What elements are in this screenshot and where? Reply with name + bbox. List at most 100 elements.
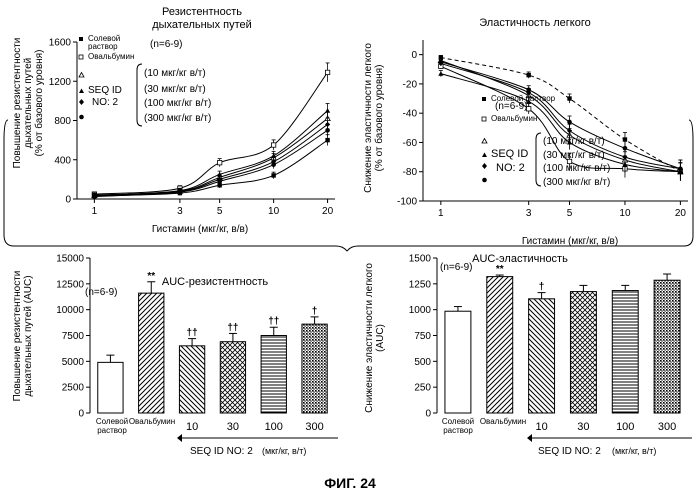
legend-marker-saline: [79, 37, 83, 41]
chart-d-bar-1: [487, 277, 513, 413]
legend-a-d30: (30 мкг/кг в/т): [144, 84, 206, 95]
chart-a-point-5: [178, 190, 183, 195]
chart-d-category-label: 100: [616, 421, 634, 433]
chart-c-category-label: 300: [305, 421, 323, 433]
legend-a-seq1: SEQ ID: [88, 85, 122, 96]
panel-resistance: Резистентность дыхательных путей Повышен…: [12, 6, 335, 235]
chart-d-bar-2: [529, 299, 555, 413]
legend-marker-30: [79, 89, 84, 94]
chart-b-y-tick-label: -60: [403, 138, 418, 149]
chart-b-ylabel-1: Снижение эластичности легкого: [363, 43, 374, 193]
chart-b-x-tick-label: 3: [526, 208, 532, 219]
legend-b-marker-ova: [482, 117, 486, 121]
chart-c-y-tick-label: 7500: [62, 331, 85, 342]
chart-b-point-0: [526, 73, 530, 77]
legend-marker-10: [79, 73, 84, 78]
chart-b-x-tick-label: 10: [619, 208, 631, 219]
chart-a-ylabel-3: (% от базового уровня): [33, 50, 45, 157]
chart-c-significance: ††: [227, 322, 238, 333]
chart-b-x-tick-label: 20: [675, 208, 687, 219]
chart-d-significance: **: [496, 264, 504, 275]
panel-auc-resistance: AUC-резистентность Повышение резистентно…: [12, 254, 338, 458]
chart-b-x-tick-label: 5: [567, 208, 573, 219]
chart-b-title: Эластичность легкого: [479, 17, 591, 29]
chart-c-cat-saline-1: Солевой: [96, 417, 128, 426]
legend-marker-300: [79, 115, 84, 120]
legend-b-marker-300: [482, 178, 487, 183]
legend-marker-ova: [79, 55, 83, 59]
chart-b-point-0: [567, 96, 571, 100]
chart-c-significance: ††: [268, 316, 279, 327]
chart-c-group-unit: (мкг/кг, в/т): [262, 446, 306, 456]
legend-a-saline-2: раствор: [88, 42, 118, 51]
chart-b-ylabel-2: (% от базового уровня): [373, 65, 385, 172]
chart-a-y-tick-label: 800: [54, 116, 71, 127]
chart-d-bar-5: [654, 280, 680, 413]
legend-a-d10: (10 мкг/кг в/т): [144, 68, 206, 79]
chart-d-category-label: 10: [535, 421, 547, 433]
chart-c-y-tick-label: 2500: [62, 383, 85, 394]
legend-b-seq1: SEQ ID: [491, 148, 528, 160]
legend-b-ova: Овальбумин: [491, 114, 537, 123]
chart-b-point-5: [526, 87, 531, 92]
chart-a-plot: 0400800120016001351020: [49, 38, 335, 218]
chart-c-category-label: 100: [265, 421, 283, 433]
legend-a-brace: [137, 64, 142, 126]
legend-b-d30: (30 мкг/кг в/т): [543, 150, 605, 161]
chart-d-bar-3: [570, 292, 596, 413]
chart-b-point-5: [623, 146, 628, 151]
chart-b-y-tick-label: -80: [403, 167, 418, 178]
chart-a-series-line-5: [94, 130, 327, 196]
chart-b-y-tick-label: -40: [403, 109, 418, 120]
chart-a-x-tick-label: 1: [92, 206, 98, 217]
chart-d-y-tick-label: 1000: [409, 305, 432, 316]
chart-b-point-5: [678, 167, 683, 172]
chart-a-point-0: [271, 173, 275, 177]
figure-label: ФИГ. 24: [324, 475, 376, 491]
chart-c-category-label: 10: [186, 421, 198, 433]
panel-elastance: Эластичность легкого Снижение эластичнос…: [363, 17, 688, 247]
chart-d-category-label: 30: [577, 421, 589, 433]
chart-c-cat-saline-2: раствор: [97, 426, 127, 435]
chart-c-bar-5: [302, 324, 327, 413]
chart-b-y-tick-label: -20: [403, 79, 418, 90]
chart-a-x-tick-label: 5: [217, 206, 223, 217]
chart-c-bar-2: [179, 346, 204, 413]
chart-a-xlabel: Гистамин (мкг/кг, в/в): [152, 224, 248, 235]
chart-d-y-tick-label: 1500: [409, 254, 432, 265]
legend-a-d100: (100 мкг/кг в/т): [144, 98, 211, 109]
chart-a-y-tick-label: 1200: [49, 77, 72, 88]
chart-a-point-5: [271, 162, 276, 167]
chart-a-point-1: [217, 160, 221, 164]
chart-c-cat-ova: Овальбумин: [129, 417, 175, 426]
chart-b-point-1: [526, 107, 530, 111]
chart-a-point-5: [217, 179, 222, 184]
chart-c-bar-1: [139, 293, 164, 413]
chart-a-point-3: [325, 108, 330, 113]
chart-b-y-tick-label: -100: [397, 197, 417, 208]
chart-d-n-note: (n=6-9): [440, 262, 473, 273]
chart-c-significance: **: [147, 271, 155, 282]
chart-d-y-tick-label: 1250: [409, 279, 432, 290]
chart-d-cat-saline-2: раствор: [443, 426, 473, 435]
chart-d-bar-4: [612, 291, 638, 413]
chart-a-x-tick-label: 3: [177, 206, 183, 217]
chart-a-title-2: дыхательных путей: [152, 19, 252, 31]
chart-d-plot: 0250500750100012501500**†1030100300: [409, 254, 680, 434]
chart-b-point-5: [567, 120, 572, 125]
chart-c-bar-0: [98, 362, 123, 413]
chart-c-bar-3: [220, 342, 245, 413]
chart-d-y-tick-label: 500: [414, 357, 431, 368]
legend-b-d300: (300 мкг/кг в/т): [543, 177, 610, 188]
chart-a-x-tick-label: 10: [268, 206, 280, 217]
legend-b-marker-saline: [482, 97, 486, 101]
chart-b-point-3: [438, 71, 443, 76]
chart-c-y-tick-label: 5000: [62, 357, 85, 368]
chart-d-y-tick-label: 250: [414, 383, 431, 394]
chart-c-ylabel-1: Повышение резистентности: [12, 271, 23, 402]
chart-a-n-note: (n=6-9): [150, 39, 183, 50]
chart-a-point-5: [92, 194, 97, 199]
chart-c-category-label: 30: [227, 421, 239, 433]
chart-c-y-tick-label: 15000: [56, 254, 84, 265]
chart-a-point-0: [325, 138, 329, 142]
